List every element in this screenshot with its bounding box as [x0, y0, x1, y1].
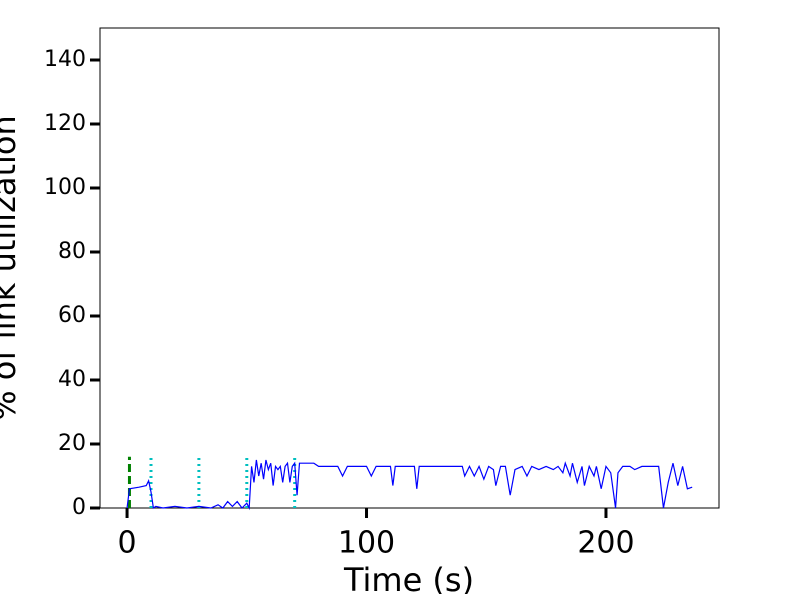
- x-tick-label: 0: [118, 526, 137, 561]
- y-tick-label: 20: [58, 431, 86, 456]
- y-tick-label: 100: [44, 175, 86, 200]
- series-line: [126, 459, 693, 511]
- y-tick-label: 60: [58, 303, 86, 328]
- x-tick-label: 100: [338, 526, 395, 561]
- y-tick-label: 0: [72, 495, 86, 520]
- y-tick-label: 40: [58, 367, 86, 392]
- y-tick-label: 80: [58, 239, 86, 264]
- y-axis-label: % of link utilization: [0, 115, 23, 421]
- plot-frame: [99, 27, 720, 509]
- x-tick-label: 200: [577, 526, 634, 561]
- y-tick-label: 140: [44, 47, 86, 72]
- x-axis-label: Time (s): [343, 561, 474, 594]
- y-tick-label: 120: [44, 111, 86, 136]
